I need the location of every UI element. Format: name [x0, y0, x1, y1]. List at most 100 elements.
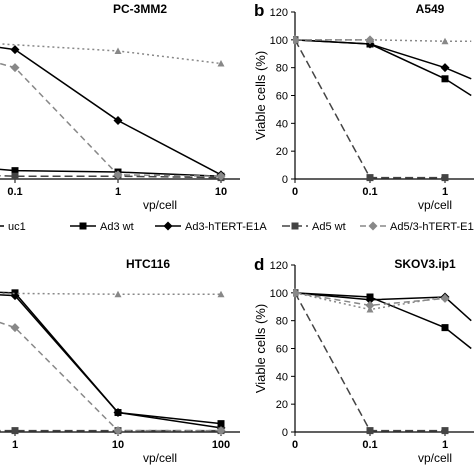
y-tick-label: 80	[276, 316, 288, 328]
data-point	[441, 324, 449, 332]
data-point	[217, 290, 225, 298]
data-point	[293, 36, 299, 43]
legend-marker	[163, 221, 173, 231]
y-axis-label: Viable cells (%)	[253, 51, 268, 140]
data-point	[216, 426, 226, 436]
data-point	[293, 289, 299, 296]
data-point	[441, 427, 449, 435]
data-point	[366, 36, 374, 43]
legend-label: Ad3-hTERT-E1A	[185, 221, 267, 233]
y-tick-label: 80	[276, 63, 288, 75]
series-line-ad5-3-htert-e1a	[0, 321, 221, 432]
x-axis-label: vp/cell	[418, 198, 452, 212]
data-point	[365, 295, 375, 305]
data-point	[11, 172, 19, 180]
legend-label: Ad5 wt	[312, 221, 346, 233]
legend-label: uc1	[8, 221, 26, 233]
data-point	[113, 170, 123, 180]
x-tick-label: 0	[292, 186, 298, 198]
x-tick-label: 10	[112, 439, 124, 451]
series-line-ad3-wt	[0, 291, 222, 425]
x-axis-label: vp/cell	[143, 198, 177, 212]
data-point	[440, 63, 450, 73]
series-line-ad3-htert-e1a	[0, 294, 222, 429]
data-point	[216, 171, 226, 181]
data-point	[113, 426, 123, 436]
plot-area	[293, 288, 472, 435]
data-point	[114, 47, 122, 54]
legend-item: Ad5 wt	[282, 221, 346, 233]
series-line-ad5-3-htert-e1a	[0, 62, 222, 177]
x-tick-label: 1	[442, 439, 448, 451]
data-point	[441, 174, 449, 182]
data-point	[441, 75, 449, 83]
legend-item: Ad5/3-hTERT-E1A	[360, 221, 474, 233]
series-line-uc1	[0, 292, 221, 295]
x-tick-label: 0.1	[362, 186, 377, 198]
plot-area	[293, 35, 472, 182]
data-point	[366, 427, 374, 435]
panel-title: PC-3MM2	[113, 2, 167, 16]
x-tick-label: 0.1	[362, 439, 377, 451]
data-point	[10, 45, 20, 55]
legend-item: uc1	[0, 221, 26, 233]
series-line-ad3-htert-e1a	[294, 292, 472, 322]
data-point	[114, 290, 122, 298]
x-axis-label: vp/cell	[143, 451, 177, 465]
data-point	[365, 300, 375, 310]
data-point	[10, 63, 20, 73]
chart-panel-4: 0 20 40 60 80 100 120 Viable cells (%) 0 0.1 1vp/c…	[253, 255, 474, 465]
series-line-uc1	[0, 43, 222, 65]
data-point	[113, 116, 123, 126]
legend-item: Ad3-hTERT-E1A	[155, 221, 267, 233]
panel-title: HTC116	[126, 257, 170, 271]
y-tick-label: 60	[276, 91, 288, 103]
chart-panel-2: 0 20 40 60 80 100 120 Viable cells (%) 0 0.1 1vp/c…	[253, 1, 474, 212]
panel-title: SKOV3.ip1	[394, 257, 456, 271]
data-point	[366, 306, 374, 313]
y-tick-label: 120	[270, 260, 288, 272]
y-axis-label: Viable cells (%)	[253, 304, 268, 393]
data-point	[366, 174, 374, 182]
y-tick-label: 0	[282, 427, 288, 439]
y-tick-label: 0	[282, 174, 288, 186]
y-tick-label: 120	[270, 7, 288, 19]
series-line-ad5-wt	[0, 174, 222, 179]
legend-marker	[291, 222, 299, 230]
series-line-ad3-htert-e1a	[0, 46, 222, 176]
x-tick-label: 1	[12, 439, 18, 451]
x-tick-label: 10	[215, 186, 227, 198]
data-point	[11, 427, 19, 435]
plot-area	[0, 43, 226, 182]
data-point	[217, 59, 225, 67]
y-tick-label: 20	[276, 399, 288, 411]
series-line-ad3-wt	[0, 168, 222, 177]
x-tick-label: 1	[115, 186, 121, 198]
data-point	[441, 293, 449, 301]
legend-label: Ad3 wt	[100, 221, 134, 233]
panel-letter: d	[254, 255, 264, 274]
data-point	[113, 408, 123, 418]
y-tick-label: 60	[276, 344, 288, 356]
x-tick-label: 0.1	[7, 186, 22, 198]
y-tick-label: 100	[270, 35, 288, 47]
y-tick-label: 40	[276, 118, 288, 130]
x-tick-label: 1	[442, 186, 448, 198]
chart-panel-1: 0.1 1 10 vp/cell PC-3MM2	[0, 2, 240, 212]
data-point	[10, 323, 20, 333]
legend-item: Ad3 wt	[70, 221, 134, 233]
legend: uc1 Ad3 wt Ad3-hTERT-E1A Ad5 wt Ad5/3-hTERT-…	[0, 221, 474, 233]
legend-marker	[368, 221, 378, 231]
y-tick-label: 20	[276, 146, 288, 158]
legend-label: Ad5/3-hTERT-E1A	[390, 221, 474, 233]
data-point	[11, 167, 19, 175]
legend-marker	[79, 222, 87, 230]
x-tick-label: 100	[212, 439, 230, 451]
y-tick-label: 40	[276, 371, 288, 383]
panel-title: A549	[416, 2, 445, 16]
plot-area	[0, 289, 226, 436]
x-tick-label: 0	[292, 439, 298, 451]
y-tick-label: 100	[270, 288, 288, 300]
series-line-ad5-3-htert-e1a	[294, 292, 446, 307]
